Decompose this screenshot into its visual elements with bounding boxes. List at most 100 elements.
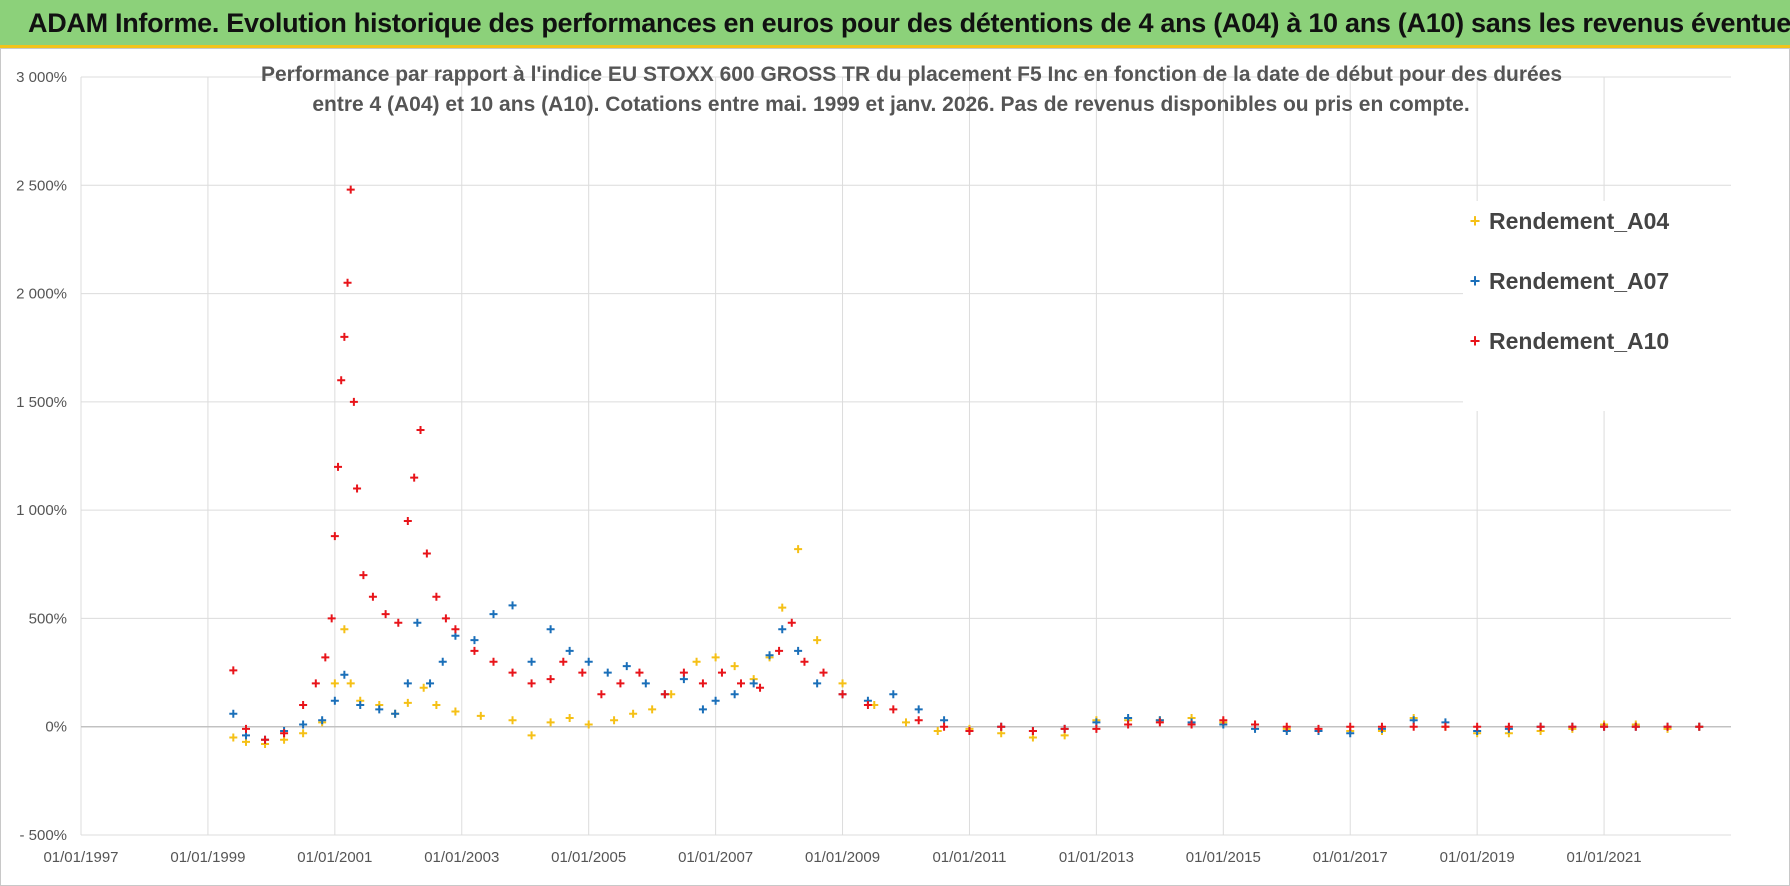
data-points xyxy=(229,185,1704,749)
point-Rendement_A07 xyxy=(426,679,435,688)
x-tick-label: 01/01/1997 xyxy=(43,849,118,866)
legend-item-a07: + Rendement_A07 xyxy=(1463,261,1670,301)
legend-marker-a04: + xyxy=(1469,210,1481,231)
point-Rendement_A10 xyxy=(508,668,517,677)
legend-item-a10: + Rendement_A10 xyxy=(1463,321,1670,361)
point-Rendement_A10 xyxy=(1346,722,1355,731)
legend-marker-a10: + xyxy=(1469,330,1481,351)
point-Rendement_A04 xyxy=(838,679,847,688)
y-tick-label: 2 500% xyxy=(16,177,67,194)
point-Rendement_A10 xyxy=(327,614,336,623)
point-Rendement_A10 xyxy=(819,668,828,677)
point-Rendement_A07 xyxy=(698,705,707,714)
point-Rendement_A10 xyxy=(1409,722,1418,731)
point-Rendement_A04 xyxy=(629,709,638,718)
point-Rendement_A10 xyxy=(242,724,250,733)
point-Rendement_A07 xyxy=(318,716,327,725)
point-Rendement_A10 xyxy=(1282,722,1291,731)
point-Rendement_A10 xyxy=(1187,720,1196,729)
point-Rendement_A07 xyxy=(527,657,536,666)
point-Rendement_A04 xyxy=(346,679,355,688)
point-Rendement_A04 xyxy=(730,662,739,671)
point-Rendement_A10 xyxy=(775,646,784,655)
point-Rendement_A10 xyxy=(914,716,923,725)
point-Rendement_A10 xyxy=(410,473,419,482)
x-tick-label: 01/01/2021 xyxy=(1567,849,1642,866)
point-Rendement_A10 xyxy=(527,679,536,688)
point-Rendement_A07 xyxy=(470,636,479,645)
point-Rendement_A04 xyxy=(299,729,308,738)
point-Rendement_A04 xyxy=(610,716,619,725)
point-Rendement_A10 xyxy=(756,683,765,692)
point-Rendement_A10 xyxy=(334,462,343,471)
scatter-chart: - 500% 0% 500% 1 000% 1 500% 2 000% 2 500% 3 00… xyxy=(16,69,1731,866)
point-Rendement_A10 xyxy=(394,618,403,627)
point-Rendement_A07 xyxy=(889,690,898,699)
legend-label-a10: Rendement_A10 xyxy=(1489,327,1670,354)
point-Rendement_A07 xyxy=(391,709,400,718)
point-Rendement_A10 xyxy=(1155,718,1164,727)
point-Rendement_A07 xyxy=(330,696,339,705)
point-Rendement_A10 xyxy=(1314,724,1323,733)
point-Rendement_A10 xyxy=(679,668,688,677)
point-Rendement_A10 xyxy=(1092,724,1101,733)
point-Rendement_A10 xyxy=(489,657,498,666)
point-Rendement_A10 xyxy=(381,610,390,619)
y-tick-label: 1 500% xyxy=(16,394,67,411)
point-Rendement_A07 xyxy=(403,679,412,688)
point-Rendement_A10 xyxy=(1695,722,1704,731)
point-Rendement_A10 xyxy=(330,532,339,541)
point-Rendement_A07 xyxy=(340,670,349,679)
point-Rendement_A04 xyxy=(403,698,412,707)
point-Rendement_A04 xyxy=(527,731,536,740)
y-tick-labels: - 500% 0% 500% 1 000% 1 500% 2 000% 2 500% 3 00… xyxy=(16,69,67,844)
x-tick-label: 01/01/2017 xyxy=(1313,849,1388,866)
point-Rendement_A07 xyxy=(914,705,923,714)
x-tick-label: 01/01/2007 xyxy=(678,849,753,866)
point-Rendement_A07 xyxy=(356,701,365,710)
point-Rendement_A10 xyxy=(838,690,847,699)
point-Rendement_A10 xyxy=(1631,722,1640,731)
y-tick-label: 3 000% xyxy=(16,69,67,86)
point-Rendement_A10 xyxy=(597,690,606,699)
point-Rendement_A07 xyxy=(413,618,422,627)
point-Rendement_A10 xyxy=(321,653,330,662)
x-tick-labels: 01/01/1997 01/01/1999 01/01/2001 01/01/2003… xyxy=(43,849,1641,866)
point-Rendement_A04 xyxy=(711,653,720,662)
y-tick-label: - 500% xyxy=(19,827,67,844)
point-Rendement_A04 xyxy=(508,716,517,725)
point-Rendement_A07 xyxy=(508,601,517,610)
point-Rendement_A10 xyxy=(940,722,949,731)
point-Rendement_A10 xyxy=(229,666,238,675)
point-Rendement_A07 xyxy=(778,625,787,634)
y-tick-label: 2 000% xyxy=(16,286,67,303)
point-Rendement_A10 xyxy=(635,668,644,677)
point-Rendement_A10 xyxy=(368,592,377,601)
point-Rendement_A10 xyxy=(340,332,349,341)
chart-title-line2: entre 4 (A04) et 10 ans (A10). Cotations… xyxy=(312,93,1470,116)
chart-frame: - 500% 0% 500% 1 000% 1 500% 2 000% 2 500% 3 00… xyxy=(0,48,1790,886)
point-Rendement_A10 xyxy=(1663,722,1672,731)
banner-title: ADAM Informe. Evolution historique des p… xyxy=(28,8,1790,38)
point-Rendement_A10 xyxy=(470,646,479,655)
point-Rendement_A10 xyxy=(280,729,289,738)
point-Rendement_A10 xyxy=(578,668,587,677)
point-Rendement_A07 xyxy=(765,651,774,660)
point-Rendement_A10 xyxy=(403,516,412,525)
point-Rendement_A04 xyxy=(692,657,701,666)
point-Rendement_A10 xyxy=(997,722,1006,731)
point-Rendement_A10 xyxy=(863,701,872,710)
point-Rendement_A04 xyxy=(451,707,460,716)
x-tick-label: 01/01/2005 xyxy=(551,849,626,866)
point-Rendement_A07 xyxy=(375,705,384,714)
point-Rendement_A04 xyxy=(933,727,942,736)
point-Rendement_A04 xyxy=(432,701,441,710)
point-Rendement_A10 xyxy=(311,679,320,688)
x-tick-label: 01/01/2001 xyxy=(297,849,372,866)
point-Rendement_A07 xyxy=(711,696,720,705)
point-Rendement_A04 xyxy=(330,679,339,688)
point-Rendement_A10 xyxy=(346,185,355,194)
point-Rendement_A10 xyxy=(800,657,809,666)
point-Rendement_A10 xyxy=(1441,722,1450,731)
point-Rendement_A10 xyxy=(660,690,669,699)
